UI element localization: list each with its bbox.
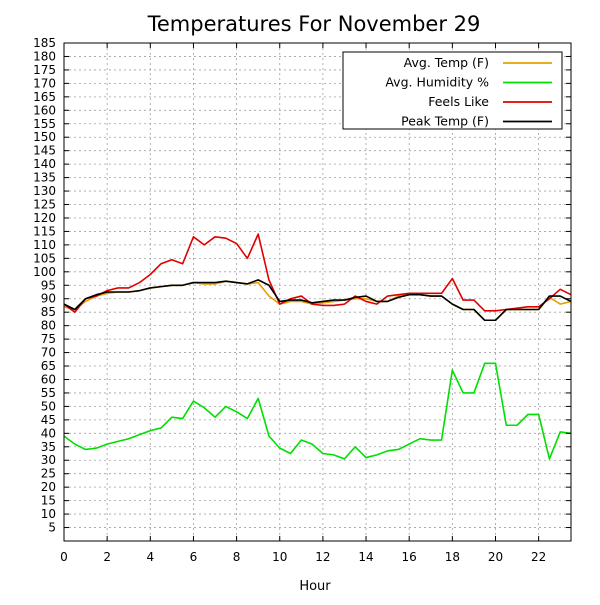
y-tick-label: 80 [41, 319, 56, 333]
series-line-peak-temp-f [63, 279, 572, 322]
legend-entry-label: Feels Like [428, 94, 489, 109]
x-tick-label: 6 [190, 550, 198, 564]
y-tick-label: 150 [33, 130, 56, 144]
y-tick-label: 100 [33, 265, 56, 279]
x-tick-label: 18 [445, 550, 460, 564]
y-tick-label: 60 [41, 372, 56, 386]
y-tick-label: 125 [33, 198, 56, 212]
y-tick-label: 75 [41, 332, 56, 346]
y-tick-label: 110 [33, 238, 56, 252]
x-tick-label: 14 [358, 550, 373, 564]
y-tick-label: 160 [33, 103, 56, 117]
x-tick-label: 10 [272, 550, 287, 564]
y-tick-label: 25 [41, 467, 56, 481]
y-tick-label: 175 [33, 63, 56, 77]
y-tick-label: 85 [41, 305, 56, 319]
legend-box [342, 51, 563, 130]
x-tick-label: 0 [60, 550, 68, 564]
y-tick-label: 55 [41, 386, 56, 400]
legend-entry-label: Avg. Humidity % [385, 75, 489, 90]
x-tick-label: 12 [315, 550, 330, 564]
x-tick-label: 2 [103, 550, 111, 564]
y-tick-label: 5 [48, 521, 56, 535]
y-tick-label: 50 [41, 399, 56, 413]
y-tick-label: 170 [33, 76, 56, 90]
y-tick-label: 10 [41, 507, 56, 521]
y-tick-label: 90 [41, 292, 56, 306]
series-line-feels-like [63, 233, 572, 313]
y-tick-label: 15 [41, 494, 56, 508]
x-tick-label: 8 [233, 550, 241, 564]
axis-ticks: 5101520253035404550556065707580859095100… [33, 36, 571, 564]
y-tick-label: 70 [41, 346, 56, 360]
y-tick-label: 35 [41, 440, 56, 454]
legend-entry-label: Peak Temp (F) [401, 114, 489, 129]
x-tick-label: 4 [146, 550, 154, 564]
y-tick-label: 95 [41, 278, 56, 292]
legend-entry-label: Avg. Temp (F) [404, 55, 489, 70]
y-tick-label: 145 [33, 144, 56, 158]
y-tick-label: 165 [33, 90, 56, 104]
x-tick-label: 22 [531, 550, 546, 564]
y-tick-label: 65 [41, 359, 56, 373]
y-tick-label: 20 [41, 480, 56, 494]
x-tick-label: 16 [402, 550, 417, 564]
y-tick-label: 185 [33, 36, 56, 50]
y-tick-label: 180 [33, 49, 56, 63]
y-tick-label: 115 [33, 224, 56, 238]
y-tick-label: 140 [33, 157, 56, 171]
legend: Avg. Temp (F) Avg. Humidity % Feels Like Pe… [342, 51, 563, 130]
y-tick-label: 120 [33, 211, 56, 225]
series-line-avg-humidity [63, 362, 572, 460]
y-tick-label: 30 [41, 453, 56, 467]
y-tick-label: 45 [41, 413, 56, 427]
x-tick-label: 20 [488, 550, 503, 564]
plot-area-border [63, 42, 572, 542]
y-tick-label: 130 [33, 184, 56, 198]
y-tick-label: 155 [33, 117, 56, 131]
x-axis-label: Hour [299, 579, 331, 594]
series-lines [63, 233, 572, 460]
chart-title: Temperatures For November 29 [147, 12, 481, 36]
y-tick-label: 135 [33, 171, 56, 185]
y-tick-label: 40 [41, 426, 56, 440]
y-tick-label: 105 [33, 251, 56, 265]
